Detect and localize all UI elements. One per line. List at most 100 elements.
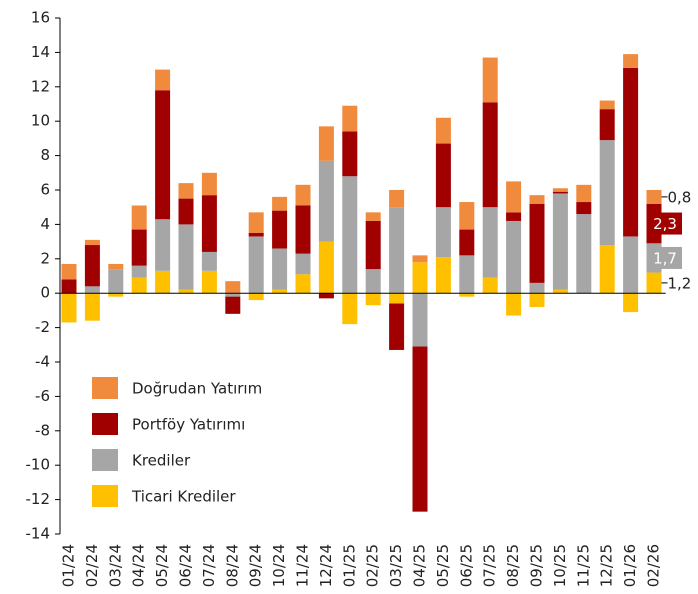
legend-label: Portföy Yatırımı [132,416,245,434]
bar-segment [412,346,428,512]
bar-segment [225,293,241,297]
x-tick-label: 08/24 [223,544,241,587]
x-tick-label: 10/25 [551,544,569,587]
bar-segment [272,196,288,211]
bar-segment [61,263,77,280]
bar-segment [623,293,639,313]
bar-segment [295,205,311,254]
bar-segment [342,105,358,132]
bar-segment [435,117,451,144]
bar-segment [61,279,77,294]
y-tick-label: 8 [40,146,50,164]
x-tick-label: 05/24 [153,544,171,587]
x-tick-label: 06/24 [177,544,195,587]
bar-segment [108,293,124,297]
value-label: 0,8 [668,188,692,206]
bar-segment [389,190,405,208]
bar-segment [225,281,241,294]
bar-segment [552,191,568,194]
legend-swatch [92,449,118,471]
bar-segment [201,172,217,196]
bar-segment [295,184,311,206]
bar-segment [108,269,124,294]
bar-segment [623,236,639,294]
bar-segment [318,293,334,299]
x-tick-label: 05/25 [434,544,452,587]
bar-segment [506,293,522,316]
bar-segment [459,202,475,230]
value-label-box [648,212,682,235]
bar-segment [248,233,264,237]
y-tick-label: 2 [40,249,50,267]
y-tick-label: 6 [40,181,50,199]
bar-segment [272,248,288,290]
bar-segment [342,293,358,325]
y-tick-label: -8 [35,421,50,439]
bar-segment [131,229,147,266]
bar-segment [459,229,475,256]
bar-segment [84,245,100,287]
bar-segment [295,253,311,275]
bar-segment [389,303,405,350]
y-tick-label: -4 [35,353,50,371]
bar-segment [248,212,264,233]
bar-segment [529,282,545,294]
bar-segment [155,219,171,271]
legend-swatch [92,377,118,399]
bar-segment [482,207,498,278]
bar-segment [389,207,405,294]
bar-segment [459,293,475,297]
bar-segment [201,195,217,252]
legend-swatch [92,485,118,507]
bar-segment [576,202,592,215]
bar-segment [365,212,381,221]
bar-segment [155,90,171,220]
legend-label: Ticari Krediler [131,488,236,506]
value-label: 2,3 [653,215,677,233]
bar-segment [61,293,77,323]
bar-segment [201,270,217,294]
bar-segment [552,289,568,294]
x-tick-label: 01/25 [340,544,358,587]
y-tick-label: -6 [35,387,50,405]
x-tick-label: 07/25 [481,544,499,587]
bar-segment [342,131,358,177]
bar-segment [155,69,171,91]
bar-segment [131,265,147,278]
y-tick-label: -12 [26,490,51,508]
bar-segment [599,245,615,294]
x-tick-label: 01/24 [60,544,78,587]
bar-segment [178,198,194,225]
bar-segment [131,277,147,294]
bar-segment [482,57,498,103]
x-tick-label: 07/24 [200,544,218,587]
bar-segment [155,270,171,294]
bar-segment [506,220,522,294]
bar-segment [225,296,241,314]
x-tick-label: 02/26 [645,544,663,587]
bar-segment [248,236,264,294]
bar-segment [412,262,428,294]
bar-segment [459,255,475,294]
bar-segment [529,195,545,204]
bar-segment [623,54,639,68]
bar-segment [623,67,639,237]
bar-segment [248,293,264,301]
bar-segment [342,176,358,294]
bar-segment [576,184,592,203]
bar-segment [435,257,451,294]
y-tick-label: -2 [35,318,50,336]
x-tick-label: 02/24 [83,544,101,587]
bar-segment [599,140,615,246]
bar-segment [178,224,194,290]
x-tick-label: 04/24 [130,544,148,587]
bar-segment [84,239,100,246]
bar-segment [201,251,217,271]
x-tick-label: 12/24 [317,544,335,587]
bar-segment [295,274,311,294]
y-tick-label: -14 [26,525,51,543]
bar-segment [318,126,334,161]
bar-segment [365,293,381,306]
x-tick-label: 09/24 [247,544,265,587]
